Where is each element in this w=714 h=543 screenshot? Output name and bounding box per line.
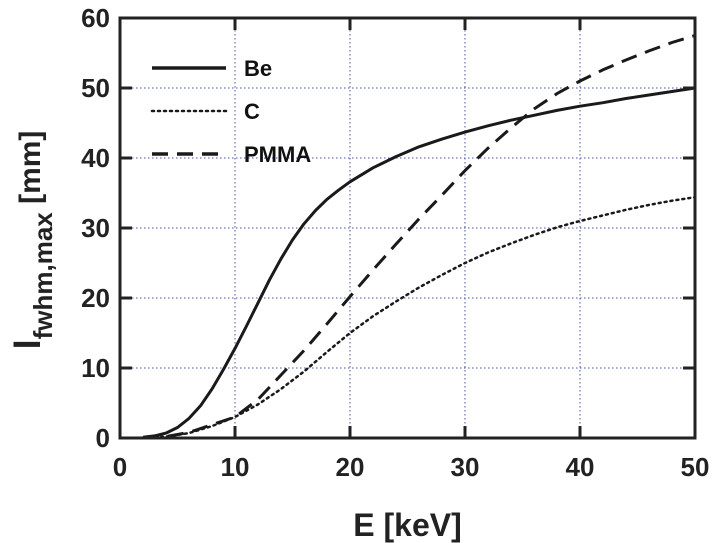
x-tick-label: 30: [451, 452, 480, 482]
series-line-pmma: [142, 34, 696, 440]
y-tick-label: 30: [81, 213, 110, 243]
legend-label-be: Be: [244, 56, 272, 81]
y-tick-label: 40: [81, 143, 110, 173]
x-tick-label: 10: [221, 452, 250, 482]
legend-label-c: C: [244, 99, 260, 124]
x-tick-label: 20: [336, 452, 365, 482]
y-tick-label: 20: [81, 283, 110, 313]
legend-label-pmma: PMMA: [244, 142, 311, 167]
axis-ticks: 0 10 20 30 40 50 0 10 20 30 40 50 60: [81, 3, 709, 482]
legend: Be C PMMA: [150, 56, 311, 167]
series-lines: [141, 34, 697, 440]
grid: [120, 18, 695, 438]
y-tick-label: 50: [81, 73, 110, 103]
y-axis-label-unit: [mm]: [14, 131, 47, 213]
y-axis-label: lfwhm,max [mm]: [7, 131, 58, 350]
x-tick-label: 0: [113, 452, 127, 482]
y-axis-label-subscript: fwhm,max: [28, 212, 58, 340]
y-tick-label: 10: [81, 353, 110, 383]
y-tick-label: 60: [81, 3, 110, 33]
series-line-be: [142, 86, 696, 439]
x-tick-label: 40: [566, 452, 595, 482]
y-tick-label: 0: [96, 423, 110, 453]
y-axis-label-main: l: [7, 339, 48, 349]
series-line-c: [141, 195, 697, 440]
x-tick-label: 50: [681, 452, 710, 482]
x-axis-label: E [keV]: [353, 507, 461, 543]
